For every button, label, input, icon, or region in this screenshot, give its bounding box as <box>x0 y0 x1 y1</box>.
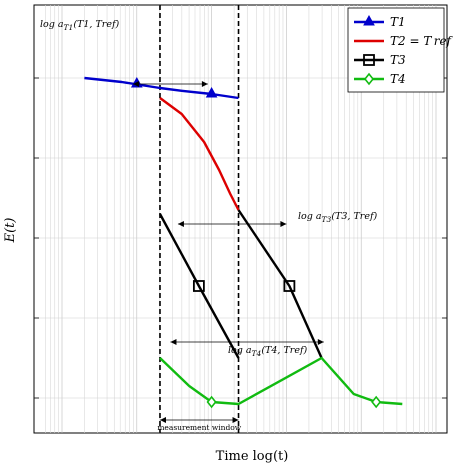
series-line-t3 <box>237 209 323 359</box>
series-line-t2 <box>159 97 240 211</box>
legend-label: T4 <box>390 72 406 86</box>
series-layer <box>84 5 403 433</box>
annotation-label-t1: log aT1(T1, Tref) <box>40 19 119 32</box>
annotation-arrow-t3-head <box>177 221 184 227</box>
legend-marker <box>363 72 375 86</box>
annotation-arrow-t4-head <box>317 339 324 345</box>
legend-label: T1 <box>390 15 406 29</box>
grid <box>34 5 447 433</box>
annotation-arrow-t4-head <box>170 339 177 345</box>
annotation-arrow-window-head <box>159 417 166 423</box>
series-marker <box>192 280 205 292</box>
legend: T1 T2 = T ref T3 T4 <box>347 7 454 93</box>
annotation-label-t4: log aT4(T4, Tref) <box>228 345 307 358</box>
legend-marker <box>363 54 375 66</box>
series-line-t1 <box>84 76 239 100</box>
legend-label: T3 <box>390 53 406 67</box>
annotation-label-window: measurement window <box>157 423 241 432</box>
legend-marker <box>363 14 375 26</box>
series-marker <box>205 86 218 98</box>
annotation-label-t3: log aT3(T3, Tref) <box>298 211 377 224</box>
series-marker <box>283 280 296 292</box>
annotation-arrow-t1-head <box>133 81 140 87</box>
series-marker <box>371 395 382 409</box>
legend-label: T2 = T ref <box>390 34 454 48</box>
y-ticks <box>34 77 447 399</box>
y-axis-label: E(t) <box>3 218 18 244</box>
series-line-t3 <box>158 213 240 359</box>
annotations-layer: log aT1(T1, Tref) log aT3(T3, Tref) log aT… <box>40 19 377 432</box>
series-marker <box>206 395 217 409</box>
annotation-arrow-t3-head <box>280 221 287 227</box>
annotation-arrow-t1-head <box>201 81 208 87</box>
x-axis-label: Time log(t) <box>216 449 289 464</box>
annotation-arrow-window-head <box>232 417 239 423</box>
